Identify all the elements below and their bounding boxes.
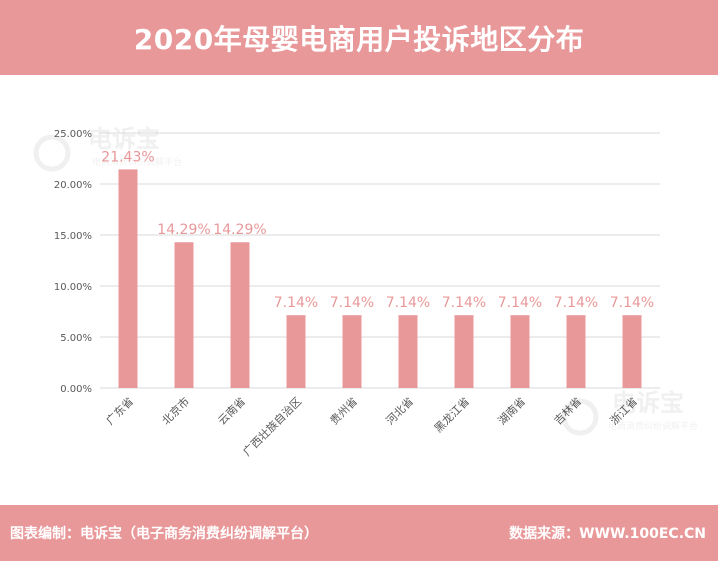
bar xyxy=(286,315,306,388)
y-tick-label: 25.00% xyxy=(54,129,92,140)
data-label: 7.14% xyxy=(442,295,486,311)
bar xyxy=(118,169,138,388)
bar xyxy=(454,315,474,388)
watermark-logo-top: 电诉宝 电商消费纠纷调解平台 xyxy=(33,125,182,172)
x-tick-label: 湖南省 xyxy=(496,395,529,428)
bar xyxy=(398,315,418,388)
data-label: 7.14% xyxy=(498,295,542,311)
data-labels: 21.43% 14.29% 14.29% 7.14% 7.14% 7.14% 7.14% 7.… xyxy=(101,149,654,311)
x-tick-label: 广西壮族自治区 xyxy=(240,394,304,458)
bars xyxy=(118,169,642,388)
watermark-logo-text: 电诉宝 xyxy=(612,389,684,417)
bar xyxy=(566,315,586,388)
y-tick-label: 5.00% xyxy=(60,333,92,344)
y-axis-ticks: 0.00% 5.00% 10.00% 15.00% 20.00% 25.00% xyxy=(54,129,92,395)
watermark-sub-text: 电商消费纠纷调解平台 xyxy=(92,156,182,168)
data-label: 7.14% xyxy=(554,295,598,311)
watermark-logo-bottom: 电诉宝 电商消费纠纷调解平台 xyxy=(561,389,698,436)
x-tick-label: 河北省 xyxy=(384,395,417,428)
chart-footer: 图表编制：电诉宝（电子商务消费纠纷调解平台） 数据来源：WWW.100EC.CN xyxy=(0,505,718,561)
x-tick-label: 广东省 xyxy=(104,395,137,428)
x-tick-label: 云南省 xyxy=(216,395,249,428)
bar xyxy=(230,242,250,388)
watermark-logo-text: 电诉宝 xyxy=(88,125,160,153)
data-label: 7.14% xyxy=(386,295,430,311)
footer-source: 数据来源：WWW.100EC.CN xyxy=(509,526,706,542)
footer-credit: 图表编制：电诉宝（电子商务消费纠纷调解平台） xyxy=(10,526,318,542)
watermark-sub-text: 电商消费纠纷调解平台 xyxy=(608,420,698,432)
data-label: 7.14% xyxy=(330,295,374,311)
data-label: 14.29% xyxy=(213,222,266,238)
bar-chart: 电诉宝 电商消费纠纷调解平台 电诉宝 电商消费纠纷调解平台 0.00% 5.00%… xyxy=(33,125,698,459)
y-tick-label: 10.00% xyxy=(54,282,92,293)
chart-area: 电诉宝 电商消费纠纷调解平台 电诉宝 电商消费纠纷调解平台 0.00% 5.00%… xyxy=(0,75,718,505)
y-tick-label: 15.00% xyxy=(54,231,92,242)
bar xyxy=(622,315,642,388)
bar xyxy=(510,315,530,388)
page-title: 2020年母婴电商用户投诉地区分布 xyxy=(133,22,585,56)
x-tick-label: 北京市 xyxy=(159,394,192,427)
chart-header: 2020年母婴电商用户投诉地区分布 xyxy=(0,0,718,75)
bar xyxy=(342,315,362,388)
data-label: 7.14% xyxy=(610,295,654,311)
x-tick-label: 黑龙江省 xyxy=(432,395,472,435)
x-tick-label: 贵州省 xyxy=(328,395,361,428)
bar xyxy=(174,242,194,388)
data-label: 21.43% xyxy=(101,149,154,165)
data-label: 7.14% xyxy=(274,295,318,311)
y-tick-label: 0.00% xyxy=(60,384,92,395)
data-label: 14.29% xyxy=(157,222,210,238)
y-tick-label: 20.00% xyxy=(54,180,92,191)
